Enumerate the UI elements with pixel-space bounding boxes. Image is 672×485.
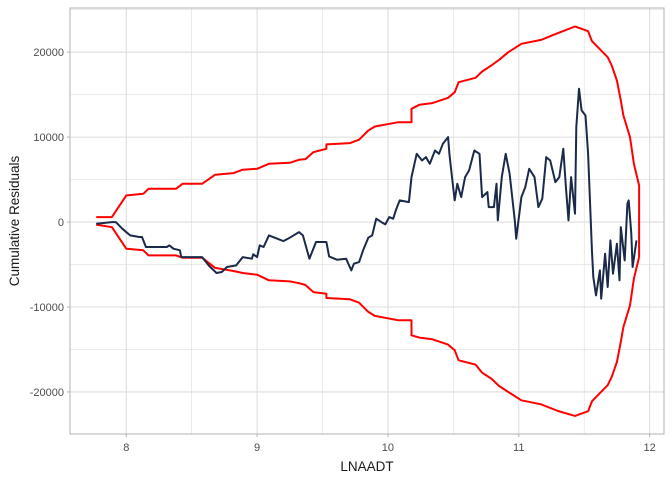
y-tick-label: 0	[58, 217, 64, 229]
x-tick-label: 8	[123, 442, 129, 454]
tick-labels: 8 9 10 11 12 -20000 -10000 0 10000 20000	[30, 47, 656, 454]
x-tick-label: 9	[254, 442, 260, 454]
gridlines	[70, 8, 664, 434]
y-tick-label: -10000	[30, 302, 64, 314]
x-axis-title: LNAADT	[340, 459, 393, 474]
y-axis-title: Cumulative Residuals	[7, 155, 22, 286]
y-tick-label: 10000	[33, 132, 64, 144]
x-tick-label: 12	[643, 442, 655, 454]
x-tick-label: 10	[382, 442, 394, 454]
y-tick-label: 20000	[33, 47, 64, 59]
lower-bound-line	[96, 223, 641, 417]
upper-bound-line	[96, 25, 641, 258]
y-tick-label: -20000	[30, 387, 64, 399]
panel-border	[69, 7, 665, 435]
x-tick-label: 11	[513, 442, 524, 454]
cumulative-residuals-line	[96, 87, 638, 300]
plot-lines	[96, 25, 641, 417]
